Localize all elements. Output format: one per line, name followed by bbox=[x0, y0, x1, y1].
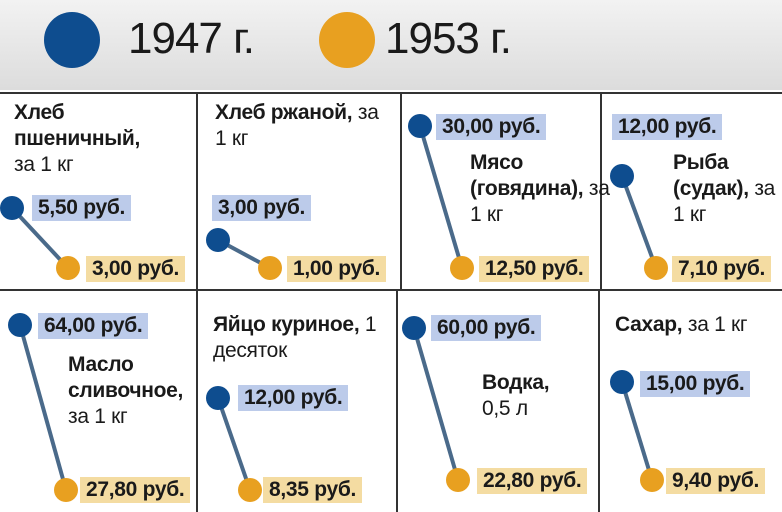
item-name: Хлеб пшеничный, за 1 кг bbox=[14, 100, 149, 178]
item-name: Мясо (говядина), за 1 кг bbox=[470, 150, 610, 228]
legend-dot-1953 bbox=[319, 12, 375, 68]
connector bbox=[10, 206, 70, 270]
unit: за 1 кг bbox=[14, 153, 74, 176]
item-name: Хлеб ржаной, за 1 кг bbox=[215, 100, 385, 152]
name: Яйцо куриное, bbox=[213, 313, 360, 336]
price-1947: 15,00 руб. bbox=[640, 371, 751, 397]
price-1953: 12,50 руб. bbox=[479, 256, 590, 282]
name: Хлеб пшеничный, bbox=[14, 101, 141, 150]
price-1947: 30,00 руб. bbox=[436, 114, 547, 140]
legend-dots bbox=[44, 12, 375, 68]
item-name: Масло сливочное, за 1 кг bbox=[68, 352, 198, 430]
connector bbox=[418, 125, 464, 269]
dot-1947 bbox=[206, 386, 230, 410]
price-1947: 3,00 руб. bbox=[212, 195, 312, 221]
price-1953: 7,10 руб. bbox=[672, 256, 772, 282]
unit: за 1 кг bbox=[215, 101, 379, 150]
connector bbox=[620, 381, 654, 481]
dot-1953 bbox=[54, 478, 78, 502]
dot-1947 bbox=[8, 313, 32, 337]
name: Рыба (судак), bbox=[673, 151, 749, 200]
price-1947: 12,00 руб. bbox=[612, 114, 723, 140]
price-1953: 1,00 руб. bbox=[287, 256, 387, 282]
dot-1953 bbox=[640, 468, 664, 492]
price-1953: 8,35 руб. bbox=[263, 477, 363, 503]
name: Мясо (говядина), bbox=[470, 151, 584, 200]
item-name: Сахар, за 1 кг bbox=[615, 312, 782, 338]
price-1953: 3,00 руб. bbox=[86, 256, 186, 282]
dot-1953 bbox=[450, 256, 474, 280]
connector bbox=[412, 327, 460, 481]
name: Водка, bbox=[482, 371, 550, 394]
price-1953: 9,40 руб. bbox=[666, 468, 766, 494]
dot-1953 bbox=[238, 478, 262, 502]
legend-label: 1947 г. bbox=[128, 14, 255, 63]
connector bbox=[216, 397, 252, 491]
price-1953: 27,80 руб. bbox=[80, 477, 191, 503]
legend-dot-1947 bbox=[44, 12, 100, 68]
price-1953: 22,80 руб. bbox=[477, 468, 588, 494]
legend-label: 1953 г. bbox=[385, 14, 512, 63]
name: Масло сливочное, bbox=[68, 353, 184, 402]
cell-borders bbox=[0, 92, 782, 512]
unit: 1 десяток bbox=[213, 313, 377, 362]
dot-1953 bbox=[56, 256, 80, 280]
price-1947: 5,50 руб. bbox=[32, 195, 132, 221]
dot-1953 bbox=[258, 256, 282, 280]
dot-1947 bbox=[408, 114, 432, 138]
name: Хлеб ржаной, bbox=[215, 101, 353, 124]
dot-1953 bbox=[446, 468, 470, 492]
name: Сахар, bbox=[615, 313, 683, 336]
item-name: Рыба (судак), за 1 кг bbox=[673, 150, 778, 228]
item-name: Водка, 0,5 л bbox=[482, 370, 562, 422]
unit: за 1 кг bbox=[687, 313, 748, 336]
dot-1947 bbox=[402, 316, 426, 340]
price-1947: 12,00 руб. bbox=[238, 385, 349, 411]
unit: за 1 кг bbox=[673, 177, 776, 226]
dot-1947 bbox=[0, 196, 24, 220]
dot-1953 bbox=[644, 256, 668, 280]
connector bbox=[18, 324, 68, 491]
dot-1947 bbox=[206, 228, 230, 252]
connector bbox=[620, 175, 658, 269]
item-name: Яйцо куриное, 1 десяток bbox=[213, 312, 393, 364]
legend: 1947 г. 1953 г. bbox=[0, 0, 782, 90]
price-1947: 60,00 руб. bbox=[431, 315, 542, 341]
dot-1947 bbox=[610, 370, 634, 394]
unit: за 1 кг bbox=[470, 177, 610, 226]
price-1947: 64,00 руб. bbox=[38, 313, 149, 339]
dot-1947 bbox=[610, 164, 634, 188]
unit: 0,5 л bbox=[482, 397, 528, 420]
unit: за 1 кг bbox=[68, 405, 128, 428]
